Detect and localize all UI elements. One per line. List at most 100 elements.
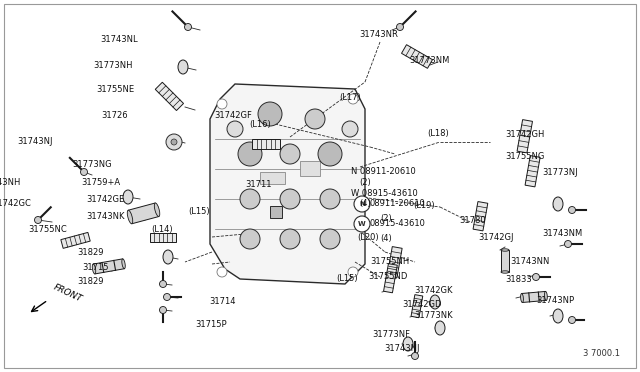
Text: 3 7000.1: 3 7000.1 xyxy=(583,349,620,358)
Text: (2): (2) xyxy=(380,215,392,224)
Circle shape xyxy=(532,273,540,280)
Circle shape xyxy=(159,280,166,288)
Polygon shape xyxy=(401,45,433,68)
Text: 31742GH: 31742GH xyxy=(506,130,545,139)
Ellipse shape xyxy=(403,337,413,351)
Text: 31759+A: 31759+A xyxy=(81,178,120,187)
Circle shape xyxy=(81,169,88,176)
Text: (L18): (L18) xyxy=(428,129,449,138)
Ellipse shape xyxy=(501,271,509,273)
Circle shape xyxy=(171,139,177,145)
Text: 31755ND: 31755ND xyxy=(368,272,408,280)
Text: 31773NG: 31773NG xyxy=(72,160,112,169)
Text: 31711: 31711 xyxy=(245,180,271,189)
Circle shape xyxy=(163,294,170,301)
Circle shape xyxy=(397,23,403,31)
Text: 31755NC: 31755NC xyxy=(28,225,67,234)
Text: 31743NH: 31743NH xyxy=(0,178,20,187)
Bar xyxy=(300,161,320,176)
Text: 31743NJ: 31743NJ xyxy=(384,344,419,353)
Text: (4): (4) xyxy=(380,234,392,244)
Polygon shape xyxy=(473,202,488,231)
Text: 31829: 31829 xyxy=(77,278,104,286)
Text: 31726: 31726 xyxy=(101,111,128,120)
Polygon shape xyxy=(387,247,402,278)
Text: N: N xyxy=(359,201,365,207)
Circle shape xyxy=(280,229,300,249)
Text: 31755NG: 31755NG xyxy=(506,153,545,161)
Ellipse shape xyxy=(123,190,133,204)
Circle shape xyxy=(217,267,227,277)
Circle shape xyxy=(240,189,260,209)
Circle shape xyxy=(240,229,260,249)
Text: 31773NM: 31773NM xyxy=(410,56,450,65)
Circle shape xyxy=(342,121,358,137)
Text: (L20): (L20) xyxy=(357,233,379,242)
Circle shape xyxy=(305,109,325,129)
Text: 31743NR: 31743NR xyxy=(360,30,399,39)
Text: 31755NH: 31755NH xyxy=(370,257,409,266)
Text: 31743NM: 31743NM xyxy=(543,229,583,238)
Polygon shape xyxy=(150,232,176,241)
Circle shape xyxy=(184,23,191,31)
Ellipse shape xyxy=(430,295,440,309)
Polygon shape xyxy=(525,155,540,187)
Text: 31743NP: 31743NP xyxy=(536,296,575,305)
Text: 31743NN: 31743NN xyxy=(511,257,550,266)
Text: 31714: 31714 xyxy=(209,297,236,306)
Text: 31773NK: 31773NK xyxy=(415,311,453,320)
Polygon shape xyxy=(522,291,547,302)
Text: 31743NK: 31743NK xyxy=(86,212,125,221)
Text: (L15): (L15) xyxy=(336,274,358,283)
Circle shape xyxy=(227,121,243,137)
Text: (L15): (L15) xyxy=(188,207,210,216)
Ellipse shape xyxy=(154,203,160,217)
Text: 31755NE: 31755NE xyxy=(96,85,134,94)
Polygon shape xyxy=(210,84,365,284)
Circle shape xyxy=(320,229,340,249)
Circle shape xyxy=(159,307,166,314)
Polygon shape xyxy=(252,139,280,149)
Text: 31742GK: 31742GK xyxy=(415,286,453,295)
Bar xyxy=(260,172,285,184)
Text: 31743NL: 31743NL xyxy=(100,35,138,44)
Polygon shape xyxy=(383,264,397,293)
Circle shape xyxy=(217,99,227,109)
Circle shape xyxy=(348,267,358,277)
Circle shape xyxy=(348,94,358,104)
Ellipse shape xyxy=(92,264,96,274)
Text: 31773NH: 31773NH xyxy=(93,61,133,70)
Text: (4): (4) xyxy=(360,199,371,208)
Text: 31773NJ: 31773NJ xyxy=(543,169,579,177)
Circle shape xyxy=(166,134,182,150)
Text: 08911-20610: 08911-20610 xyxy=(370,199,426,208)
Text: 31780: 31780 xyxy=(460,216,486,225)
Polygon shape xyxy=(156,82,184,110)
Ellipse shape xyxy=(553,197,563,211)
Text: 31773NF: 31773NF xyxy=(372,330,410,339)
Circle shape xyxy=(35,217,42,224)
Text: (L19): (L19) xyxy=(413,201,435,210)
Circle shape xyxy=(412,353,419,359)
Text: 31715: 31715 xyxy=(83,263,109,272)
Ellipse shape xyxy=(178,60,188,74)
Text: 31743NJ: 31743NJ xyxy=(17,137,52,146)
Circle shape xyxy=(280,189,300,209)
Polygon shape xyxy=(128,203,159,224)
Text: 31742GJ: 31742GJ xyxy=(479,233,514,242)
Circle shape xyxy=(354,196,370,212)
Circle shape xyxy=(564,241,572,247)
Polygon shape xyxy=(93,259,124,274)
Circle shape xyxy=(258,102,282,126)
Text: N 08911-20610: N 08911-20610 xyxy=(351,167,415,176)
Polygon shape xyxy=(517,120,532,153)
Circle shape xyxy=(354,216,370,232)
Ellipse shape xyxy=(520,294,524,302)
Text: 31715P: 31715P xyxy=(195,320,227,329)
Text: (2): (2) xyxy=(360,178,371,187)
Polygon shape xyxy=(411,295,423,318)
Text: 31829: 31829 xyxy=(77,248,104,257)
Text: 31742GC: 31742GC xyxy=(0,199,31,208)
Polygon shape xyxy=(61,232,90,248)
Bar xyxy=(270,206,282,218)
